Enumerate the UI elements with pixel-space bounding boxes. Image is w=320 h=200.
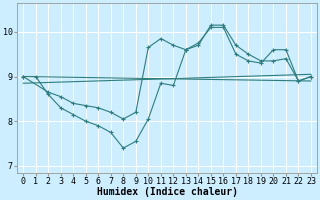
X-axis label: Humidex (Indice chaleur): Humidex (Indice chaleur) <box>97 187 237 197</box>
